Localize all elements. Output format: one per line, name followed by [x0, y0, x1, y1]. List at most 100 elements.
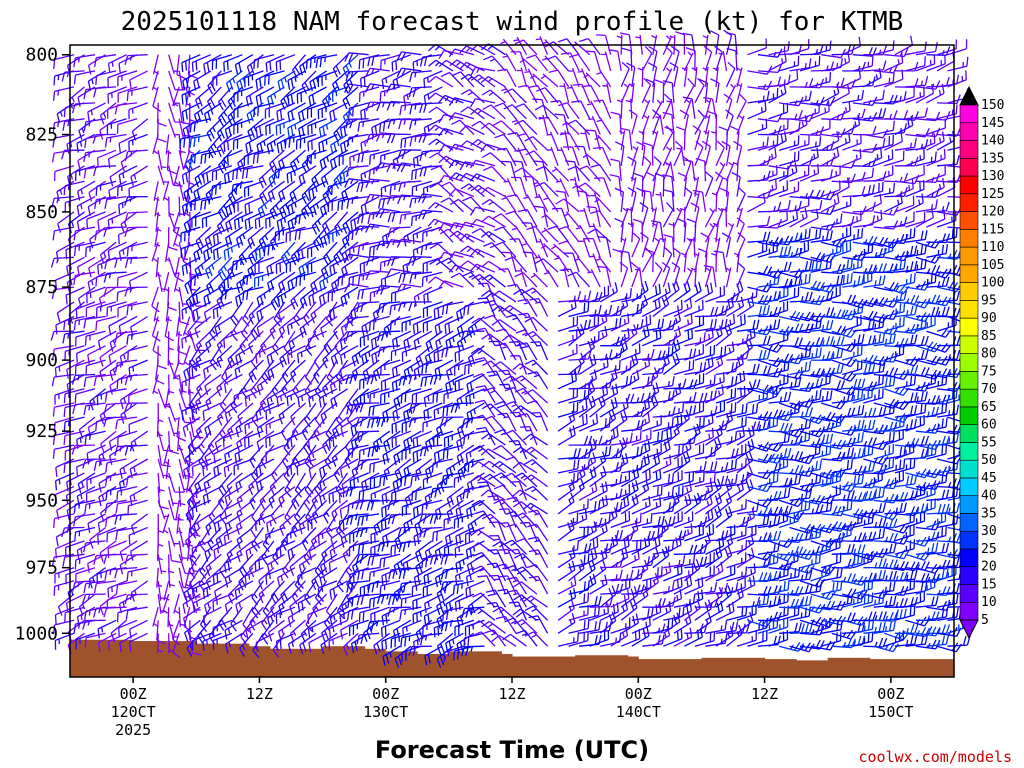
- wind-barb: [747, 65, 773, 75]
- wind-barb: [63, 315, 85, 331]
- wind-barb: [690, 202, 700, 228]
- wind-barb: [873, 120, 895, 136]
- wind-barb: [665, 161, 675, 182]
- wind-barb: [504, 256, 527, 273]
- wind-barb: [694, 318, 717, 332]
- wind-barb: [517, 342, 538, 361]
- wind-barb: [884, 429, 904, 446]
- wind-barb: [245, 540, 264, 561]
- wind-barb: [265, 567, 285, 585]
- wind-barb: [541, 212, 559, 228]
- wind-barb: [126, 86, 148, 101]
- wind-barb: [884, 608, 907, 621]
- wind-barb: [779, 586, 804, 597]
- colorbar-label: 80: [981, 347, 997, 362]
- wind-barb: [349, 241, 369, 259]
- wind-barb: [736, 575, 756, 595]
- wind-barb: [503, 104, 527, 120]
- wind-barb: [82, 540, 106, 553]
- wind-barb: [182, 416, 201, 438]
- wind-barb: [852, 362, 876, 376]
- wind-barb: [627, 186, 637, 213]
- wind-barb: [456, 315, 475, 338]
- wind-barb: [398, 118, 422, 130]
- wind-barb: [662, 93, 672, 120]
- wind-barb: [789, 418, 812, 432]
- wind-barb: [188, 472, 201, 498]
- wind-barb: [589, 210, 612, 228]
- wind-barb: [789, 430, 811, 446]
- wind-barb: [915, 264, 941, 275]
- wind-barb: [599, 611, 617, 634]
- wind-barb: [535, 165, 559, 182]
- wind-barb: [85, 241, 106, 257]
- wind-barb: [528, 575, 549, 595]
- wind-barb: [810, 119, 831, 136]
- wind-barb: [873, 281, 899, 292]
- wind-barb: [842, 205, 867, 216]
- wind-barb: [852, 531, 877, 542]
- wind-barb: [194, 165, 212, 188]
- wind-barb: [182, 70, 201, 91]
- wind-barb: [245, 86, 264, 107]
- wind-barb: [831, 195, 852, 213]
- wind-barb: [298, 118, 317, 139]
- colorbar-swatch: [959, 246, 979, 266]
- wind-barb: [54, 486, 75, 504]
- wind-barb: [873, 431, 895, 446]
- wind-barb: [789, 77, 814, 88]
- wind-barb: [72, 580, 96, 592]
- wind-barb: [677, 172, 688, 197]
- wind-barb: [244, 430, 264, 448]
- wind-barb: [681, 67, 688, 87]
- wind-barb: [125, 606, 148, 620]
- colorbar-label: 125: [981, 187, 1004, 202]
- credit-link[interactable]: coolwx.com/models: [858, 748, 1012, 766]
- wind-barb: [507, 132, 528, 151]
- wind-barb: [309, 196, 327, 218]
- wind-barb: [227, 416, 243, 440]
- wind-barb: [448, 97, 475, 106]
- wind-barb: [52, 402, 75, 417]
- wind-barb: [356, 593, 380, 606]
- wind-barb: [63, 180, 85, 196]
- wind-barb: [93, 373, 117, 387]
- wind-barb: [873, 241, 894, 258]
- wind-barb: [220, 286, 243, 301]
- wind-barb: [216, 134, 233, 158]
- wind-barb: [810, 307, 835, 318]
- wind-barb: [652, 282, 671, 303]
- wind-barb: [205, 513, 222, 536]
- wind-barb: [54, 632, 75, 650]
- wind-barb: [181, 86, 201, 105]
- wind-barb: [641, 247, 653, 273]
- wind-barb: [789, 112, 815, 123]
- wind-barb: [736, 464, 754, 488]
- wind-barb: [344, 178, 369, 188]
- wind-barb: [370, 485, 390, 504]
- wind-barb: [757, 319, 781, 332]
- wind-barb: [936, 626, 962, 637]
- wind-barb: [267, 271, 285, 293]
- wind-barb: [631, 535, 651, 555]
- wind-barb: [265, 402, 285, 421]
- wind-barb: [259, 180, 275, 205]
- wind-barb: [182, 458, 201, 480]
- wind-barb: [768, 180, 789, 198]
- wind-barb: [936, 264, 962, 275]
- wind-barb: [367, 444, 390, 458]
- wind-barb: [258, 567, 275, 590]
- wind-barb: [233, 388, 254, 406]
- wind-barb: [557, 410, 576, 432]
- wind-barb: [873, 63, 899, 74]
- wind-barb: [768, 119, 789, 136]
- wind-barb: [905, 258, 927, 273]
- wind-barb: [287, 196, 306, 216]
- wind-barb: [915, 355, 941, 366]
- wind-barb: [863, 470, 883, 488]
- wind-barb: [266, 256, 285, 277]
- wind-barb: [514, 566, 538, 582]
- wind-barb: [124, 195, 148, 207]
- wind-barb: [74, 165, 96, 182]
- wind-barb: [747, 514, 770, 529]
